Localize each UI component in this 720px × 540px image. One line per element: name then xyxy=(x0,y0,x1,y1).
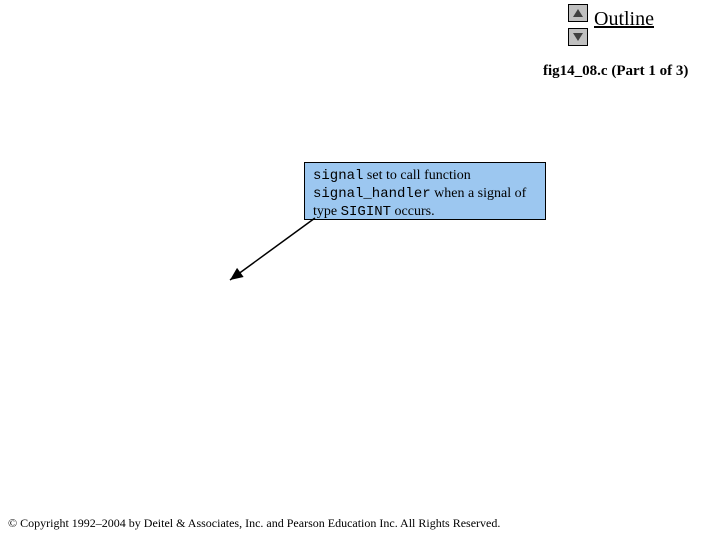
copyright-text: © Copyright 1992–2004 by Deitel & Associ… xyxy=(8,516,500,531)
callout-arrow xyxy=(0,0,720,540)
